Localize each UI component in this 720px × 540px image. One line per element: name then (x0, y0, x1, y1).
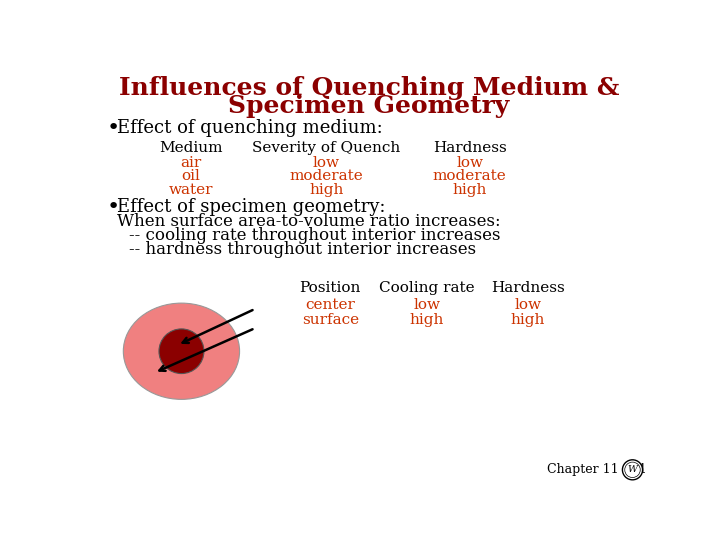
Text: -- cooling rate throughout interior increases: -- cooling rate throughout interior incr… (129, 227, 500, 244)
Text: •: • (107, 197, 120, 217)
Text: low: low (456, 156, 483, 170)
Text: Effect of quenching medium:: Effect of quenching medium: (117, 119, 383, 137)
Text: moderate: moderate (289, 170, 364, 184)
Text: low: low (413, 298, 441, 312)
Text: W: W (628, 465, 637, 474)
Text: Severity of Quench: Severity of Quench (252, 141, 400, 155)
Text: water: water (168, 183, 213, 197)
Text: Effect of specimen geometry:: Effect of specimen geometry: (117, 198, 386, 216)
Text: high: high (453, 183, 487, 197)
Text: moderate: moderate (433, 170, 507, 184)
Text: air: air (180, 156, 202, 170)
Circle shape (625, 462, 640, 477)
Text: high: high (410, 313, 444, 327)
Ellipse shape (123, 303, 240, 400)
Text: Hardness: Hardness (433, 141, 507, 155)
Text: Influences of Quenching Medium &: Influences of Quenching Medium & (119, 76, 619, 100)
Ellipse shape (159, 329, 204, 374)
Text: Position: Position (300, 281, 361, 295)
Text: When surface area-to-volume ratio increases:: When surface area-to-volume ratio increa… (117, 213, 500, 231)
Text: surface: surface (302, 313, 359, 327)
Text: high: high (309, 183, 343, 197)
Text: center: center (305, 298, 355, 312)
Text: low: low (514, 298, 541, 312)
Text: high: high (510, 313, 545, 327)
Text: Cooling rate: Cooling rate (379, 281, 475, 295)
Text: -- hardness throughout interior increases: -- hardness throughout interior increase… (129, 241, 476, 258)
Text: low: low (313, 156, 340, 170)
Text: Chapter 11 - 31: Chapter 11 - 31 (547, 463, 647, 476)
Text: oil: oil (181, 170, 200, 184)
Circle shape (622, 460, 642, 480)
Text: Hardness: Hardness (491, 281, 564, 295)
Text: •: • (107, 118, 120, 138)
Text: Medium: Medium (159, 141, 222, 155)
Text: Specimen Geometry: Specimen Geometry (228, 93, 510, 118)
